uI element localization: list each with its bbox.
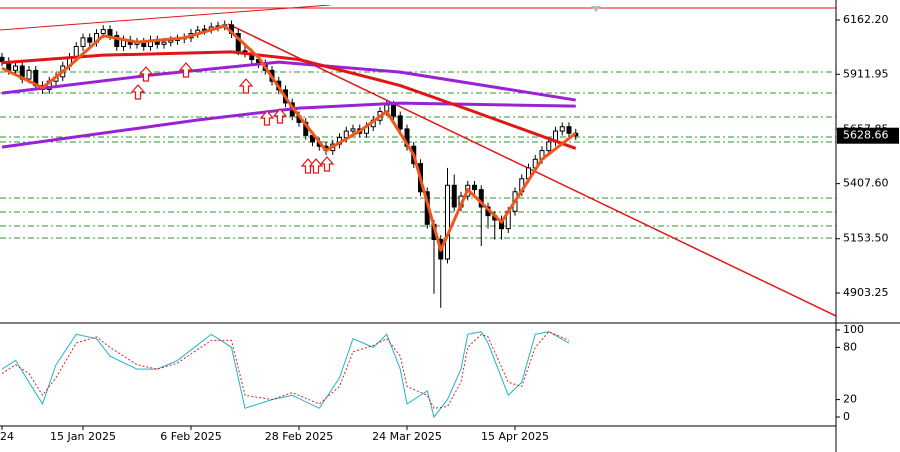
oscillator-line	[1, 331, 570, 409]
moving-average	[1, 60, 576, 102]
y-tick-label: 20	[843, 393, 857, 406]
moving-average	[1, 24, 577, 252]
x-tick-label: 24 Mar 2025	[372, 430, 442, 443]
candle-body	[566, 126, 572, 134]
labels: 6162.205911.955657.855407.605153.504903.…	[0, 13, 899, 443]
candle-body	[451, 184, 457, 208]
moving-average	[1, 101, 576, 149]
arrow	[138, 66, 154, 82]
candle-body	[478, 189, 484, 208]
arrow	[178, 62, 194, 78]
candle-body	[80, 37, 86, 48]
candle-body	[202, 28, 207, 31]
y-tick-label: 100	[843, 323, 864, 336]
y-tick-label: 6162.20	[843, 13, 889, 26]
oscillator-lines	[1, 331, 570, 419]
last-price-box	[837, 127, 899, 144]
shift-marker	[591, 6, 601, 12]
candle-body	[26, 69, 32, 80]
candle-body	[100, 29, 106, 34]
moving-averages	[1, 24, 577, 252]
last-price-label: 5628.66	[843, 129, 889, 142]
arrow	[130, 84, 146, 100]
y-tick-label: 0	[843, 410, 850, 423]
candle-body	[350, 128, 356, 132]
candle-body	[472, 184, 477, 191]
x-tick-label: 15 Apr 2025	[481, 430, 549, 443]
candle-body	[546, 141, 552, 152]
trend-line	[0, 5, 331, 31]
y-tick-label: 80	[843, 340, 857, 353]
moving-average	[1, 50, 577, 150]
arrow	[308, 158, 324, 174]
trend-line	[227, 23, 836, 317]
arrow	[319, 156, 335, 172]
arrow	[300, 158, 316, 174]
candle-body	[161, 41, 167, 45]
arrow	[259, 110, 275, 126]
y-tick-label: 5911.95	[843, 67, 889, 80]
x-tick-label: 24	[0, 430, 14, 443]
candle-body	[87, 37, 93, 43]
arrow	[272, 108, 288, 124]
trend-lines	[0, 5, 836, 317]
candle-body	[114, 35, 120, 48]
x-tick-label: 6 Feb 2025	[160, 430, 221, 443]
y-tick-label: 4903.25	[843, 286, 889, 299]
x-tick-label: 15 Jan 2025	[50, 430, 116, 443]
level-lines	[0, 71, 836, 239]
x-tick-label: 28 Feb 2025	[265, 430, 333, 443]
candle-body	[13, 65, 18, 71]
y-tick-label: 5407.60	[843, 177, 889, 190]
candle-body	[397, 115, 403, 130]
candle-body	[445, 184, 450, 260]
arrow	[238, 78, 254, 94]
candle-body	[391, 104, 396, 117]
candle-body	[107, 29, 113, 37]
candle-body	[0, 56, 5, 63]
y-tick-label: 5153.50	[843, 232, 889, 245]
fractal-arrows	[130, 62, 335, 174]
candle-body	[559, 126, 565, 132]
